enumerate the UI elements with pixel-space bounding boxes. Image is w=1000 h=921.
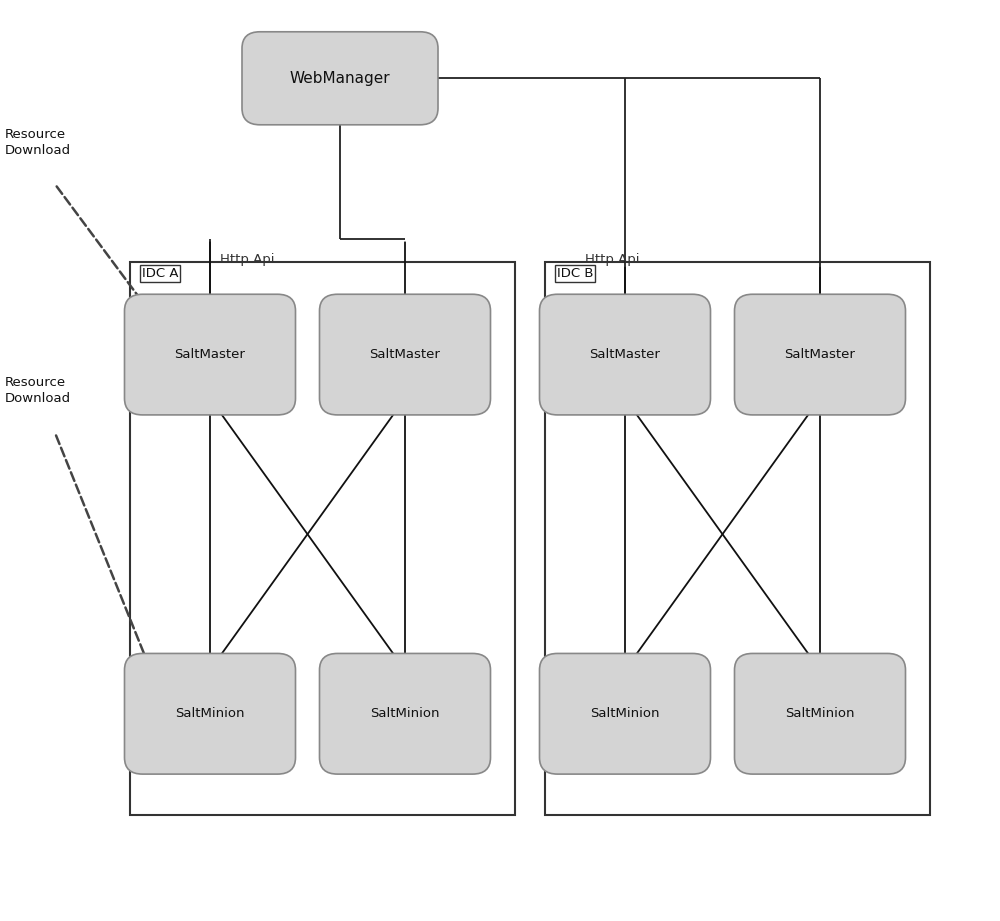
Text: SaltMaster: SaltMaster <box>175 348 245 361</box>
Text: SaltMaster: SaltMaster <box>370 348 440 361</box>
Bar <box>130 262 515 815</box>
FancyBboxPatch shape <box>124 295 296 414</box>
Text: SaltMinion: SaltMinion <box>590 707 660 720</box>
Text: SaltMaster: SaltMaster <box>590 348 660 361</box>
FancyBboxPatch shape <box>734 654 906 774</box>
FancyBboxPatch shape <box>540 295 710 414</box>
Text: WebManager: WebManager <box>290 71 390 86</box>
FancyBboxPatch shape <box>734 295 906 414</box>
FancyBboxPatch shape <box>320 295 491 414</box>
Text: SaltMinion: SaltMinion <box>370 707 440 720</box>
Text: Http Api: Http Api <box>585 253 640 266</box>
Text: SaltMinion: SaltMinion <box>785 707 855 720</box>
Text: IDC B: IDC B <box>557 267 594 280</box>
FancyBboxPatch shape <box>124 654 296 774</box>
Text: Resource
Download: Resource Download <box>5 128 71 157</box>
FancyBboxPatch shape <box>242 31 438 124</box>
FancyBboxPatch shape <box>540 654 710 774</box>
Text: SaltMaster: SaltMaster <box>785 348 855 361</box>
Text: Resource
Download: Resource Download <box>5 377 71 405</box>
Text: IDC A: IDC A <box>142 267 179 280</box>
Bar <box>545 262 930 815</box>
FancyBboxPatch shape <box>320 654 491 774</box>
Text: Http Api: Http Api <box>220 253 274 266</box>
Text: SaltMinion: SaltMinion <box>175 707 245 720</box>
